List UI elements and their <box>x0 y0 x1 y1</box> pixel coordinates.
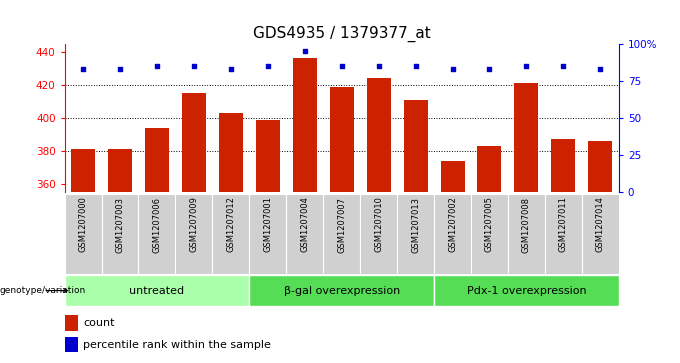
Bar <box>434 275 619 306</box>
Bar <box>256 120 279 192</box>
Text: GSM1207006: GSM1207006 <box>152 197 161 253</box>
Bar <box>515 83 539 192</box>
Bar <box>71 150 95 192</box>
Text: GSM1207010: GSM1207010 <box>374 197 383 253</box>
Point <box>262 63 273 69</box>
Point <box>226 66 237 72</box>
Bar <box>293 58 317 192</box>
Text: GSM1207001: GSM1207001 <box>263 197 272 253</box>
Bar <box>330 86 354 192</box>
Point <box>114 66 125 72</box>
Bar <box>219 113 243 192</box>
Text: GSM1207012: GSM1207012 <box>226 197 235 253</box>
Text: GSM1207011: GSM1207011 <box>559 197 568 253</box>
Point <box>337 63 347 69</box>
Text: GSM1207013: GSM1207013 <box>411 197 420 253</box>
Bar <box>108 150 132 192</box>
Bar <box>434 194 471 274</box>
Text: GSM1207008: GSM1207008 <box>522 197 531 253</box>
Bar <box>250 275 434 306</box>
Bar <box>441 161 464 192</box>
Bar <box>145 128 169 192</box>
Text: GSM1207002: GSM1207002 <box>448 197 457 253</box>
Bar <box>65 194 101 274</box>
Text: GSM1207003: GSM1207003 <box>116 197 124 253</box>
Point <box>373 63 384 69</box>
Text: GSM1207004: GSM1207004 <box>301 197 309 253</box>
Point <box>299 48 310 54</box>
Bar <box>545 194 582 274</box>
Point <box>447 66 458 72</box>
Bar <box>397 194 434 274</box>
Text: GSM1207000: GSM1207000 <box>79 197 88 253</box>
Text: GSM1207014: GSM1207014 <box>596 197 605 253</box>
Bar <box>286 194 323 274</box>
Point <box>152 63 163 69</box>
Bar <box>175 194 212 274</box>
Bar <box>212 194 250 274</box>
Bar <box>404 100 428 192</box>
Point <box>595 66 606 72</box>
Text: GSM1207007: GSM1207007 <box>337 197 346 253</box>
Bar <box>367 78 390 192</box>
Bar <box>551 139 575 192</box>
Bar <box>139 194 175 274</box>
Title: GDS4935 / 1379377_at: GDS4935 / 1379377_at <box>253 26 430 42</box>
Text: Pdx-1 overexpression: Pdx-1 overexpression <box>466 286 586 295</box>
Text: percentile rank within the sample: percentile rank within the sample <box>83 340 271 350</box>
Bar <box>477 146 501 192</box>
Text: untreated: untreated <box>129 286 184 295</box>
Bar <box>323 194 360 274</box>
Bar <box>65 337 78 352</box>
Bar <box>582 194 619 274</box>
Point <box>188 63 199 69</box>
Bar <box>65 315 78 331</box>
Text: genotype/variation: genotype/variation <box>0 286 86 295</box>
Text: GSM1207005: GSM1207005 <box>485 197 494 253</box>
Bar <box>508 194 545 274</box>
Bar <box>588 141 612 192</box>
Point <box>410 63 421 69</box>
Bar <box>360 194 397 274</box>
Bar <box>471 194 508 274</box>
Point <box>521 63 532 69</box>
Text: GSM1207009: GSM1207009 <box>190 197 199 253</box>
Bar <box>250 194 286 274</box>
Bar <box>182 93 206 192</box>
Bar <box>65 275 250 306</box>
Point <box>558 63 569 69</box>
Text: β-gal overexpression: β-gal overexpression <box>284 286 400 295</box>
Point <box>484 66 495 72</box>
Text: count: count <box>83 318 115 328</box>
Point <box>78 66 88 72</box>
Bar <box>101 194 139 274</box>
